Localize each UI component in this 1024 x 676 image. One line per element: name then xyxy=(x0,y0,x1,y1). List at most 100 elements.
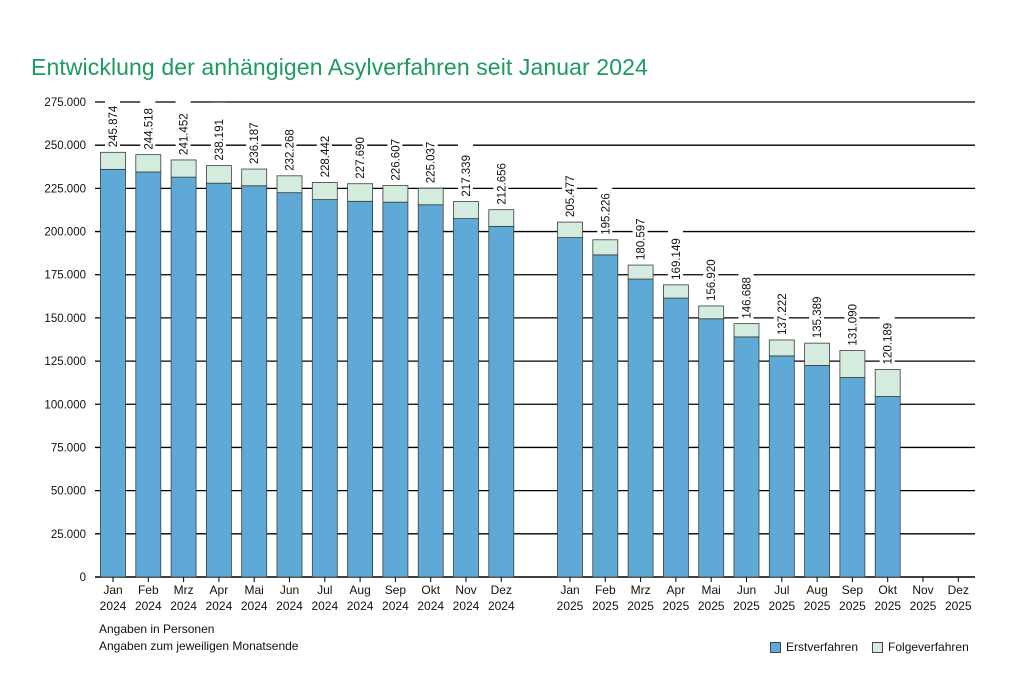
x-tick-year: 2025 xyxy=(627,599,654,613)
y-tick-label: 175.000 xyxy=(44,270,86,282)
x-tick-month: Jan xyxy=(103,583,122,597)
total-label: 212.656 xyxy=(496,163,508,205)
bar-folgeverfahren xyxy=(311,182,338,200)
bar-erstverfahren xyxy=(839,377,866,578)
x-tick-year: 2025 xyxy=(839,599,866,613)
total-label: 236.187 xyxy=(249,122,261,164)
bar-erstverfahren xyxy=(382,201,409,578)
y-tick-label: 100.000 xyxy=(44,399,86,411)
bar-erstverfahren xyxy=(698,318,725,578)
total-label-background xyxy=(281,112,297,171)
bar-erstverfahren xyxy=(417,204,444,578)
x-tick-year: 2025 xyxy=(663,599,690,613)
x-tick-year: 2025 xyxy=(910,599,937,613)
x-tick-month: Feb xyxy=(138,583,159,597)
bar-folgeverfahren xyxy=(592,239,619,256)
total-label-background xyxy=(352,120,368,179)
y-tick-label: 275.000 xyxy=(44,97,86,109)
total-label-background xyxy=(632,202,648,261)
x-tick-month: Nov xyxy=(912,583,933,597)
legend-item-folgeverfahren: Folgeverfahren xyxy=(872,640,969,654)
x-tick-year: 2024 xyxy=(382,599,409,613)
bar-folgeverfahren xyxy=(874,369,901,397)
x-tick-year: 2025 xyxy=(945,599,972,613)
x-tick-month: Okt xyxy=(421,583,440,597)
x-tick-month: Jun xyxy=(737,583,756,597)
x-tick-year: 2025 xyxy=(804,599,831,613)
total-label-background xyxy=(844,287,860,346)
bar-folgeverfahren xyxy=(804,342,830,366)
y-tick-label: 25.000 xyxy=(51,529,86,541)
x-tick-month: Sep xyxy=(842,583,864,597)
bars xyxy=(100,151,901,578)
bar-erstverfahren xyxy=(627,278,654,578)
total-label-background xyxy=(809,280,825,339)
y-tick-label: 125.000 xyxy=(44,356,86,368)
bar-erstverfahren xyxy=(241,185,268,578)
y-axis-ticks: 0 25.000 50.000 75.000 100.000 125.000 150.000… xyxy=(44,97,86,584)
bar-erstverfahren xyxy=(768,355,795,578)
x-tick-year: 2024 xyxy=(100,599,127,613)
total-label: 232.268 xyxy=(285,129,297,171)
bar-erstverfahren xyxy=(557,237,583,578)
total-label: 137.222 xyxy=(777,293,789,335)
x-tick-month: Mrz xyxy=(174,583,194,597)
x-tick-month: Apr xyxy=(667,583,686,597)
y-tick-label: 75.000 xyxy=(51,442,86,454)
x-tick-month: Okt xyxy=(878,583,897,597)
legend-swatch-folgeverfahren xyxy=(872,641,884,653)
x-axis-ticks: Jan 2024 Feb 2024 Mrz 2024 Apr 2024 Mai 2024 Jun 20… xyxy=(100,577,972,613)
x-tick-month: Mrz xyxy=(631,583,651,597)
x-tick-year: 2024 xyxy=(417,599,444,613)
x-tick-month: Jan xyxy=(560,583,579,597)
x-tick-month: Mai xyxy=(702,583,721,597)
total-label: 195.226 xyxy=(600,193,612,235)
total-label: 217.339 xyxy=(461,155,473,197)
bar-folgeverfahren xyxy=(733,323,760,338)
x-tick-year: 2025 xyxy=(768,599,795,613)
bar-erstverfahren xyxy=(347,200,374,578)
bar-folgeverfahren xyxy=(453,201,479,219)
bar-folgeverfahren xyxy=(382,185,409,203)
x-tick-month: Aug xyxy=(806,583,827,597)
bar-folgeverfahren xyxy=(663,284,689,299)
x-tick-year: 2025 xyxy=(874,599,901,613)
x-tick-year: 2024 xyxy=(453,599,480,613)
chart-title: Entwicklung der anhängigen Asylverfahren… xyxy=(31,54,648,80)
y-tick-label: 250.000 xyxy=(44,140,86,152)
bar-erstverfahren xyxy=(135,171,162,578)
x-tick-month: Feb xyxy=(595,583,616,597)
bar-erstverfahren xyxy=(733,336,760,578)
total-label-background xyxy=(879,306,895,365)
total-label: 180.597 xyxy=(636,218,648,260)
total-label-background xyxy=(175,96,191,155)
total-label: 225.037 xyxy=(426,142,438,184)
total-label-background xyxy=(703,242,719,301)
total-label-background xyxy=(246,106,262,165)
total-label: 205.477 xyxy=(565,176,577,218)
bar-folgeverfahren xyxy=(347,183,374,202)
y-tick-label: 225.000 xyxy=(44,183,86,195)
bar-folgeverfahren xyxy=(100,151,126,170)
total-label-background xyxy=(562,159,577,218)
bar-erstverfahren xyxy=(205,182,232,578)
total-label: 135.389 xyxy=(812,297,824,339)
note-timing: Angaben zum jeweiligen Monatsende xyxy=(99,639,299,653)
x-tick-month: Jun xyxy=(280,583,299,597)
bar-folgeverfahren xyxy=(205,165,232,184)
x-tick-year: 2024 xyxy=(206,599,233,613)
total-label: 238.191 xyxy=(214,119,226,161)
x-tick-month: Jul xyxy=(774,583,789,597)
bar-folgeverfahren xyxy=(488,209,515,227)
x-tick-month: Apr xyxy=(210,583,229,597)
total-label: 156.920 xyxy=(706,259,718,301)
total-label-background xyxy=(597,176,613,235)
bar-erstverfahren xyxy=(453,218,479,578)
total-label-background xyxy=(387,122,403,181)
legend: Erstverfahren Folgeverfahren xyxy=(770,640,983,654)
total-label: 244.518 xyxy=(143,108,155,150)
total-label: 131.090 xyxy=(847,304,859,346)
total-label-background xyxy=(140,91,156,150)
total-label: 146.688 xyxy=(742,277,754,319)
